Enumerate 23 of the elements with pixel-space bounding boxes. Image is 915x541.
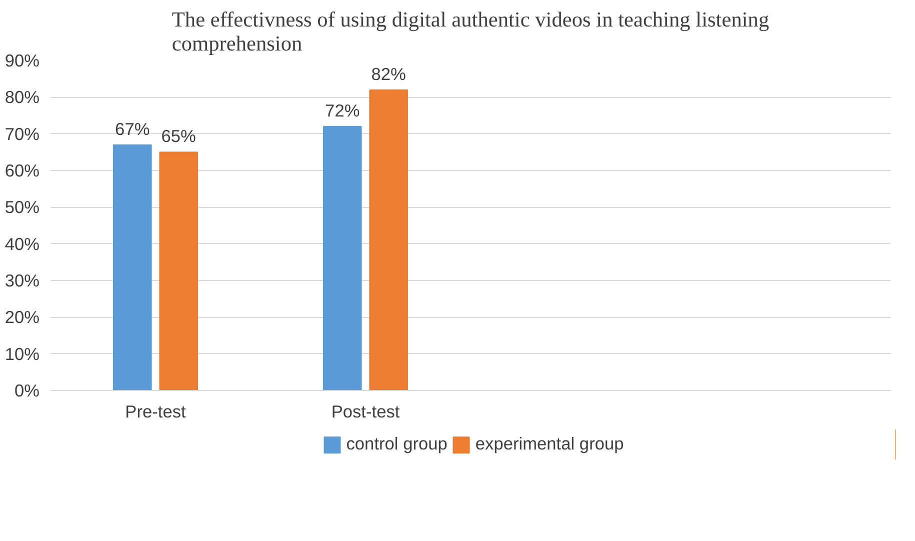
data-label: 72% — [325, 100, 360, 120]
bar — [159, 152, 198, 390]
y-tick-label: 90% — [4, 50, 40, 70]
data-label: 82% — [371, 64, 406, 84]
legend-label: experimental group — [475, 434, 624, 454]
y-tick-label: 10% — [4, 344, 40, 364]
y-tick-label: 50% — [4, 197, 40, 218]
x-tick-label: Pre-test — [125, 402, 186, 422]
y-tick-label: 60% — [4, 160, 40, 180]
data-label: 65% — [161, 126, 196, 146]
y-tick-label: 40% — [4, 234, 40, 254]
bar — [369, 89, 408, 390]
bar — [323, 126, 362, 390]
y-tick-label: 70% — [4, 124, 40, 144]
y-tick-label: 20% — [4, 307, 40, 328]
chart-title: The effectivness of using digital authentic videos in teaching listening comprehension — [172, 8, 770, 56]
y-tick-label: 80% — [4, 87, 40, 108]
data-label: 67% — [115, 118, 150, 139]
y-tick-label: 0% — [14, 380, 40, 400]
x-tick-label: Post-test — [331, 402, 400, 422]
y-tick-label: 30% — [4, 270, 40, 290]
legend-label: control group — [346, 434, 448, 454]
bar — [113, 144, 152, 390]
